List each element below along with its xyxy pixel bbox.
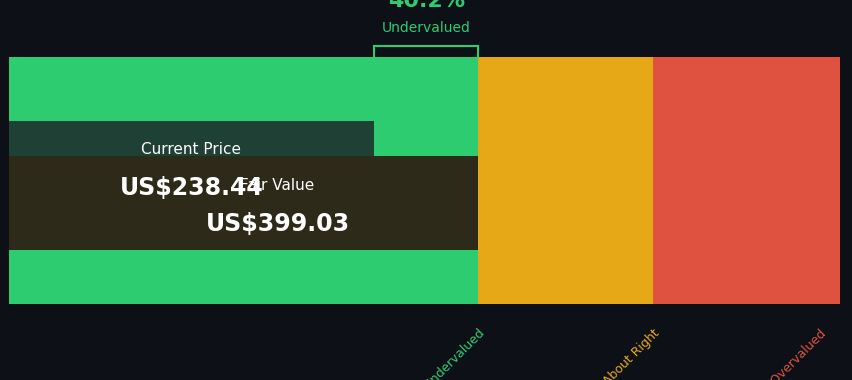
Text: US$399.03: US$399.03 bbox=[205, 212, 349, 236]
Bar bbox=[478, 57, 653, 304]
Bar bbox=[9, 121, 374, 213]
Bar bbox=[653, 57, 839, 304]
Text: 20% Overvalued: 20% Overvalued bbox=[745, 327, 827, 380]
Text: 20% Undervalued: 20% Undervalued bbox=[399, 327, 487, 380]
Bar bbox=[9, 156, 478, 250]
Text: US$238.44: US$238.44 bbox=[119, 176, 263, 200]
Text: Current Price: Current Price bbox=[141, 142, 241, 157]
Bar bbox=[9, 57, 478, 304]
Text: Fair Value: Fair Value bbox=[240, 178, 314, 193]
Text: 40.2%: 40.2% bbox=[388, 0, 464, 11]
Text: About Right: About Right bbox=[600, 327, 661, 380]
Text: Undervalued: Undervalued bbox=[382, 21, 470, 35]
